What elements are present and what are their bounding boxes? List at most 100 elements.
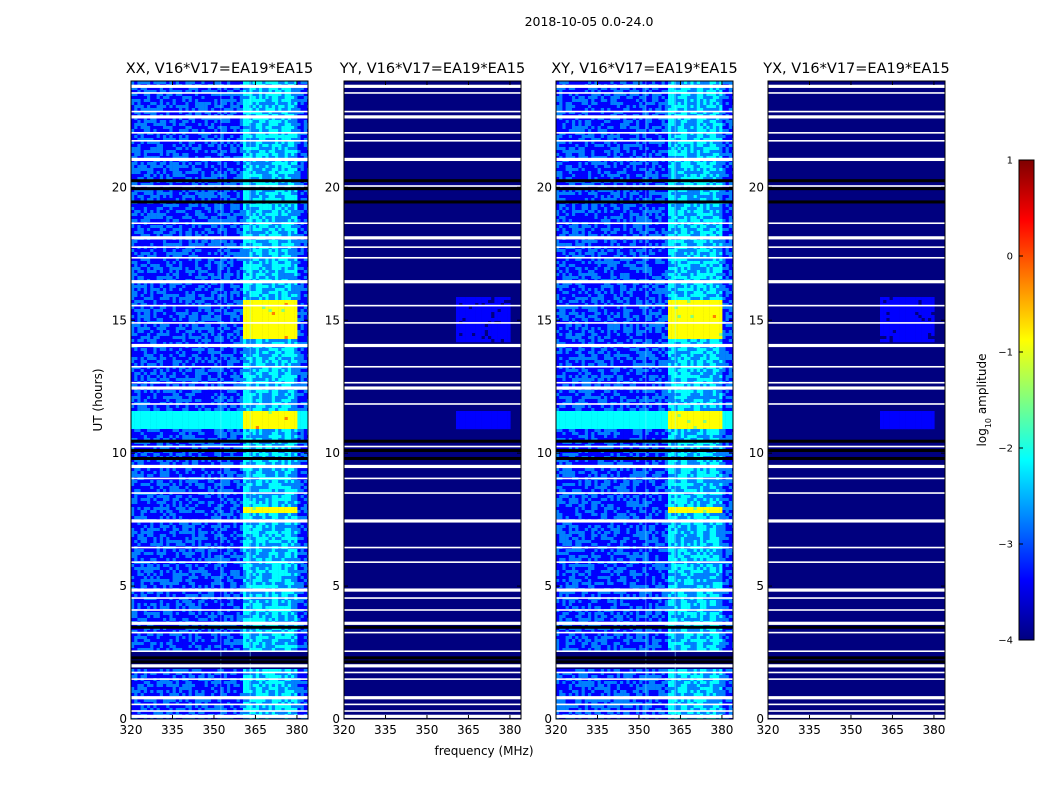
heatmap-cell [265, 189, 269, 193]
heatmap-cell [255, 213, 260, 217]
heatmap-cell [195, 312, 199, 316]
heatmap-cell [175, 150, 180, 154]
heatmap-cell [166, 297, 170, 301]
heatmap-cell [191, 330, 196, 334]
heatmap-cell [137, 135, 141, 139]
heatmap-cell [166, 123, 170, 127]
heatmap-cell [294, 141, 298, 145]
heatmap-cell [303, 288, 308, 292]
heatmap-cell [236, 126, 240, 130]
heatmap-cell [175, 90, 180, 94]
heatmap-cell [188, 300, 192, 304]
heatmap-cell [195, 231, 199, 235]
heatmap-cell [230, 192, 234, 196]
heatmap-cell [297, 216, 301, 220]
heatmap-cell [211, 96, 215, 100]
heatmap-cell [265, 102, 269, 106]
heatmap-cell [201, 228, 205, 232]
heatmap-cell [214, 174, 218, 178]
heatmap-cell [140, 276, 144, 280]
heatmap-cell [201, 309, 205, 313]
heatmap-cell [131, 291, 135, 295]
heatmap-cell [217, 99, 221, 103]
heatmap-cell [150, 207, 154, 211]
heatmap-cell [259, 192, 263, 196]
heatmap-cell [172, 189, 176, 193]
heatmap-cell [182, 297, 186, 301]
heatmap-cell [300, 111, 304, 115]
heatmap-cell [259, 153, 263, 157]
heatmap-cell [207, 327, 212, 331]
heatmap-cell [217, 252, 221, 256]
heatmap-cell [297, 228, 301, 232]
heatmap-cell [211, 240, 215, 244]
heatmap-cell [175, 309, 180, 313]
heatmap-cell [287, 276, 292, 280]
heatmap-cell [291, 183, 295, 187]
heatmap-cell [262, 105, 266, 109]
heatmap-cell [284, 204, 288, 208]
heatmap-cell [249, 285, 253, 289]
heatmap-cell [204, 129, 208, 133]
heatmap-cell [275, 189, 279, 193]
heatmap-cell [236, 213, 240, 217]
heatmap-cell [137, 210, 141, 214]
heatmap-cell [252, 156, 256, 160]
heatmap-cell [137, 333, 141, 337]
heatmap-cell [297, 285, 301, 289]
heatmap-cell [246, 111, 250, 115]
heatmap-cell [287, 231, 292, 235]
heatmap-cell [185, 120, 189, 124]
heatmap-cell [291, 81, 295, 85]
heatmap-cell [271, 147, 276, 151]
heatmap-cell [281, 312, 285, 316]
heatmap-cell [284, 81, 288, 85]
heatmap-cell [137, 225, 141, 229]
heatmap-cell [236, 108, 240, 112]
heatmap-cell [252, 339, 256, 343]
heatmap-cell [188, 240, 192, 244]
heatmap-cell [211, 174, 215, 178]
heatmap-cell [271, 105, 276, 109]
heatmap-cell [140, 231, 144, 235]
heatmap-cell [291, 99, 295, 103]
heatmap-cell [230, 303, 234, 307]
heatmap-cell [281, 255, 285, 259]
heatmap-cell [262, 234, 266, 238]
heatmap-cell [252, 276, 256, 280]
heatmap-cell [143, 177, 148, 181]
heatmap-cell [163, 135, 167, 139]
heatmap-cell [131, 96, 135, 100]
heatmap-cell [297, 195, 301, 199]
heatmap-cell [159, 219, 164, 223]
heatmap-cell [179, 117, 183, 121]
heatmap-cell [262, 327, 266, 331]
heatmap-cell [201, 150, 205, 154]
heatmap-cell [201, 105, 205, 109]
heatmap-cell [287, 216, 292, 220]
heatmap-cell [294, 174, 298, 178]
heatmap-cell [278, 162, 282, 166]
heatmap-cell [140, 192, 144, 196]
heatmap-cell [166, 252, 170, 256]
heatmap-cell [204, 168, 208, 172]
heatmap-cell [271, 273, 276, 277]
heatmap-cell [230, 309, 234, 313]
heatmap-cell [150, 258, 154, 262]
heatmap-cell [303, 213, 308, 217]
heatmap-cell [217, 264, 221, 268]
heatmap-cell [239, 240, 244, 244]
heatmap-cell [265, 207, 269, 211]
heatmap-cell [230, 228, 234, 232]
heatmap-cell [217, 147, 221, 151]
heatmap-cell [131, 315, 135, 319]
heatmap-cell [131, 126, 135, 130]
heatmap-cell [172, 111, 176, 115]
heatmap-cell [201, 327, 205, 331]
heatmap-cell [223, 330, 228, 334]
heatmap-cell [287, 138, 292, 142]
heatmap-cell [211, 129, 215, 133]
heatmap-cell [300, 282, 304, 286]
heatmap-cell [265, 324, 269, 328]
heatmap-cell [275, 276, 279, 280]
